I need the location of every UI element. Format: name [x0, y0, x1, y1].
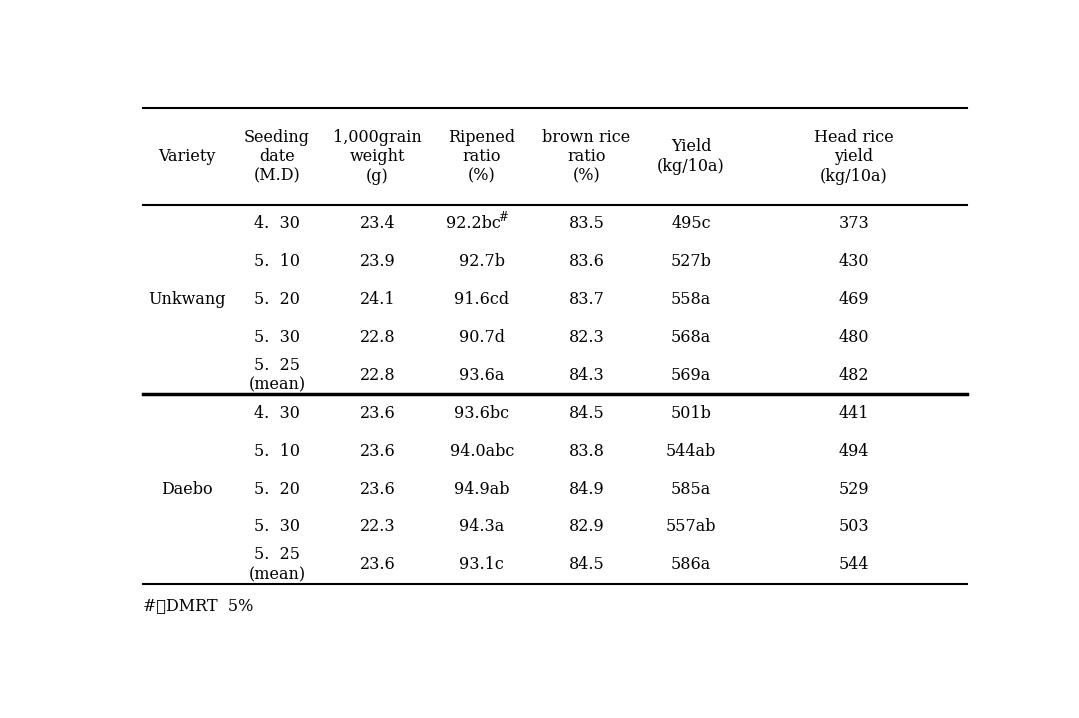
Text: 82.3: 82.3 — [569, 329, 604, 346]
Text: 84.9: 84.9 — [569, 480, 604, 498]
Text: 482: 482 — [838, 367, 870, 384]
Text: 527b: 527b — [670, 253, 711, 271]
Text: 23.4: 23.4 — [359, 215, 395, 233]
Text: 5.  10: 5. 10 — [254, 253, 300, 271]
Text: 5.  20: 5. 20 — [254, 292, 300, 308]
Text: Daebo: Daebo — [162, 480, 213, 498]
Text: 23.6: 23.6 — [359, 480, 395, 498]
Text: 83.5: 83.5 — [569, 215, 604, 233]
Text: 84.3: 84.3 — [569, 367, 604, 384]
Text: 430: 430 — [838, 253, 870, 271]
Text: 83.7: 83.7 — [569, 292, 604, 308]
Text: 94.0abc: 94.0abc — [450, 443, 514, 460]
Text: 480: 480 — [838, 329, 870, 346]
Text: 501b: 501b — [670, 405, 711, 421]
Text: 83.8: 83.8 — [569, 443, 604, 460]
Text: 373: 373 — [838, 215, 870, 233]
Text: 23.9: 23.9 — [359, 253, 395, 271]
Text: 23.6: 23.6 — [359, 556, 395, 573]
Text: 586a: 586a — [671, 556, 711, 573]
Text: 92.2bc: 92.2bc — [446, 215, 501, 233]
Text: 503: 503 — [838, 518, 870, 536]
Text: Head rice
yield
(kg/10a): Head rice yield (kg/10a) — [815, 129, 893, 185]
Text: 441: 441 — [838, 405, 870, 421]
Text: 494: 494 — [838, 443, 870, 460]
Text: 93.6a: 93.6a — [460, 367, 505, 384]
Text: 585a: 585a — [671, 480, 711, 498]
Text: Unkwang: Unkwang — [149, 292, 226, 308]
Text: 83.6: 83.6 — [569, 253, 604, 271]
Text: 529: 529 — [838, 480, 870, 498]
Text: 93.1c: 93.1c — [460, 556, 504, 573]
Text: 94.9ab: 94.9ab — [454, 480, 509, 498]
Text: 544: 544 — [838, 556, 870, 573]
Text: Ripened
ratio
(%): Ripened ratio (%) — [449, 129, 516, 185]
Text: 24.1: 24.1 — [359, 292, 395, 308]
Text: 23.6: 23.6 — [359, 443, 395, 460]
Text: 569a: 569a — [671, 367, 711, 384]
Text: 93.6bc: 93.6bc — [454, 405, 509, 421]
Text: 4.  30: 4. 30 — [254, 405, 300, 421]
Text: 5.  30: 5. 30 — [254, 329, 300, 346]
Text: 82.9: 82.9 — [569, 518, 604, 536]
Text: 495c: 495c — [671, 215, 711, 233]
Text: 5.  25
(mean): 5. 25 (mean) — [248, 546, 305, 583]
Text: 94.3a: 94.3a — [460, 518, 505, 536]
Text: 22.8: 22.8 — [359, 367, 395, 384]
Text: 84.5: 84.5 — [569, 405, 604, 421]
Text: 469: 469 — [838, 292, 870, 308]
Text: 22.3: 22.3 — [359, 518, 395, 536]
Text: 5.  10: 5. 10 — [254, 443, 300, 460]
Text: 91.6cd: 91.6cd — [454, 292, 509, 308]
Text: 90.7d: 90.7d — [459, 329, 505, 346]
Text: Yield
(kg/10a): Yield (kg/10a) — [657, 139, 725, 175]
Text: 1,000grain
weight
(g): 1,000grain weight (g) — [333, 129, 422, 185]
Text: 22.8: 22.8 — [359, 329, 395, 346]
Text: #：DMRT  5%: #：DMRT 5% — [144, 597, 254, 614]
Text: 84.5: 84.5 — [569, 556, 604, 573]
Text: 92.7b: 92.7b — [459, 253, 505, 271]
Text: 23.6: 23.6 — [359, 405, 395, 421]
Text: brown rice
ratio
(%): brown rice ratio (%) — [543, 129, 630, 185]
Text: 5.  25
(mean): 5. 25 (mean) — [248, 357, 305, 393]
Text: 4.  30: 4. 30 — [254, 215, 300, 233]
Text: #: # — [497, 211, 508, 225]
Text: 557ab: 557ab — [666, 518, 716, 536]
Text: 558a: 558a — [671, 292, 711, 308]
Text: Variety: Variety — [159, 148, 216, 165]
Text: 544ab: 544ab — [666, 443, 716, 460]
Text: Seeding
date
(M.D): Seeding date (M.D) — [244, 129, 310, 185]
Text: 568a: 568a — [671, 329, 711, 346]
Text: 5.  30: 5. 30 — [254, 518, 300, 536]
Text: 5.  20: 5. 20 — [254, 480, 300, 498]
